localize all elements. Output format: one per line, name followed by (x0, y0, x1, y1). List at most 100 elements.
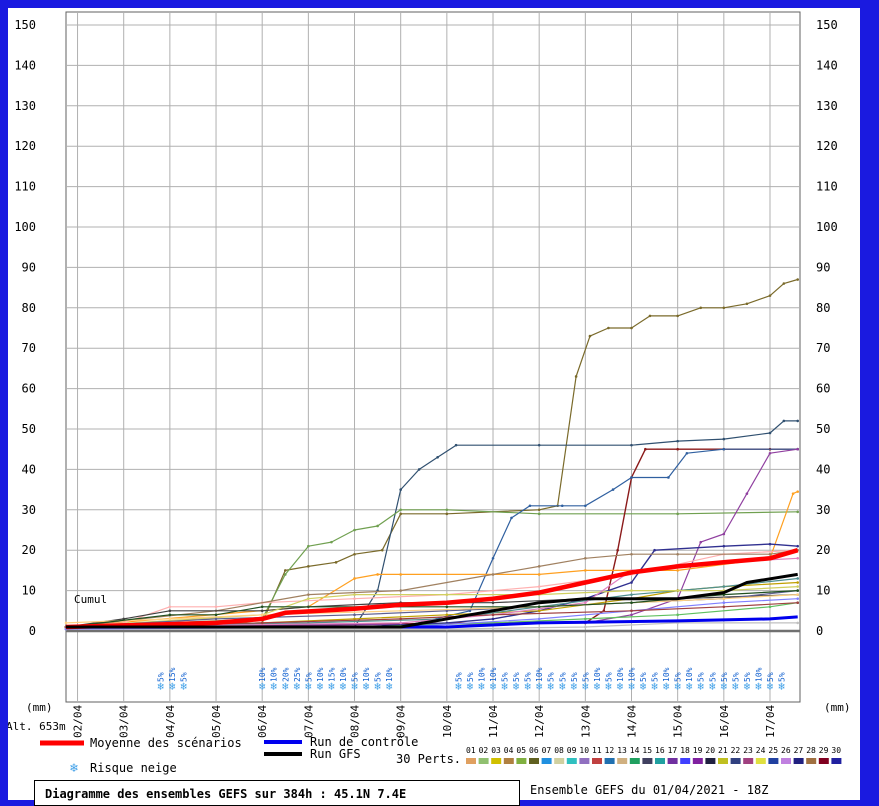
series-marker (260, 621, 264, 625)
pert-number: 24 (756, 746, 766, 755)
x-date-label: 03/04 (118, 705, 131, 738)
footer-title: Diagramme des ensembles GEFS sur 384h : … (45, 787, 407, 801)
snow-risk-percent: 5% (157, 672, 166, 682)
pert-number: 23 (743, 746, 753, 755)
pert-color-swatch (818, 758, 829, 764)
series-marker (685, 451, 689, 455)
y-tick-label-left: 60 (22, 382, 36, 396)
pert-color-swatch (743, 758, 754, 764)
pert-color-swatch (478, 758, 489, 764)
pert-number: 17 (668, 746, 678, 755)
pert-color-swatch (629, 758, 640, 764)
snowflake-icon: ❄ (640, 680, 647, 693)
series-marker (168, 617, 172, 621)
pert-number: 18 (680, 746, 690, 755)
series-marker (214, 617, 218, 621)
y-tick-label-right: 80 (816, 301, 830, 315)
x-date-label: 08/04 (349, 705, 362, 738)
series-marker (653, 548, 656, 552)
series-marker (796, 581, 799, 584)
series-line (65, 509, 798, 628)
legend-control-label: Run de contrôle (310, 735, 418, 749)
series-marker (417, 468, 421, 471)
snow-risk-percent: 5% (512, 672, 521, 682)
snowflake-icon: ❄ (351, 680, 358, 693)
y-tick-label-left: 140 (14, 58, 36, 72)
series-marker (353, 577, 356, 580)
series-marker (537, 508, 541, 512)
pert-color-swatch (730, 758, 741, 764)
series-marker (630, 601, 633, 605)
series-marker (528, 504, 532, 508)
x-date-label: 10/04 (441, 705, 454, 738)
series-marker (399, 609, 402, 613)
snow-risk-percent: 10% (535, 667, 544, 682)
y-tick-label-right: 130 (816, 99, 838, 113)
series-marker (768, 294, 772, 297)
pert-number: 03 (491, 746, 501, 755)
snow-risk-percent: 10% (489, 667, 498, 682)
snow-risk-percent: 5% (778, 672, 787, 682)
x-date-label: 15/04 (672, 705, 685, 738)
series-marker (353, 552, 356, 556)
series-marker (630, 443, 633, 447)
pert-color-swatch (566, 758, 577, 764)
series-marker (676, 512, 679, 516)
series-marker (537, 617, 541, 621)
pert-color-swatch (768, 758, 779, 764)
series-marker (445, 621, 449, 625)
series-marker (399, 589, 402, 592)
y-tick-label-left: 120 (14, 139, 36, 153)
y-tick-label-left: 30 (22, 503, 36, 517)
x-date-label: 17/04 (764, 705, 777, 738)
pert-color-swatch (529, 758, 539, 764)
series-marker (722, 437, 726, 441)
pert-number: 15 (642, 746, 652, 755)
series-marker (353, 597, 356, 600)
series-marker (399, 512, 402, 516)
series-marker (796, 490, 799, 493)
series-marker (796, 589, 799, 592)
series-marker (380, 548, 384, 552)
pert-color-swatch (554, 758, 565, 764)
x-date-label: 06/04 (256, 705, 269, 738)
series-marker (510, 516, 513, 520)
series-marker (796, 597, 799, 600)
series-marker (537, 565, 541, 568)
series-marker (168, 605, 172, 609)
series-marker (782, 419, 786, 423)
series-marker (630, 581, 633, 584)
series-marker (307, 593, 310, 596)
series-marker (445, 593, 449, 596)
series-marker (353, 617, 356, 621)
snowflake-icon: ❄ (697, 680, 704, 693)
snowflake-icon: ❄ (547, 680, 554, 693)
pert-number: 02 (479, 746, 489, 755)
snowflake-icon: ❄ (317, 680, 324, 693)
series-marker (283, 569, 287, 572)
snowflake-icon: ❄ (374, 680, 381, 693)
snow-risk-percent: 5% (639, 672, 648, 682)
y-tick-label-left: 80 (22, 301, 36, 315)
snowflake-icon: ❄ (651, 680, 658, 693)
y-tick-label-left: 70 (22, 341, 36, 355)
series-marker (537, 605, 541, 609)
series-marker (214, 605, 218, 609)
series-marker (64, 621, 68, 625)
chart-frame: 0 0 10 10 20 20 30 30 40 40 50 50 60 60 70 70 80 80 90 90 10… (6, 8, 860, 806)
series-marker (796, 556, 799, 560)
snowflake-icon: ❄ (605, 680, 612, 693)
series-marker (722, 605, 726, 609)
series-marker (648, 314, 652, 318)
series-marker (796, 447, 799, 451)
series-marker (168, 613, 172, 617)
snowflake-icon: ❄ (340, 680, 347, 693)
series-marker (644, 447, 647, 451)
y-tick-label-right: 50 (816, 422, 830, 436)
snow-risk-percent: 5% (466, 672, 475, 682)
snow-risk-percent: 15% (327, 667, 336, 682)
series-marker (791, 492, 795, 495)
pert-number: 09 (567, 746, 577, 755)
snow-risk-percent: 5% (524, 672, 533, 682)
series-marker (676, 613, 679, 617)
